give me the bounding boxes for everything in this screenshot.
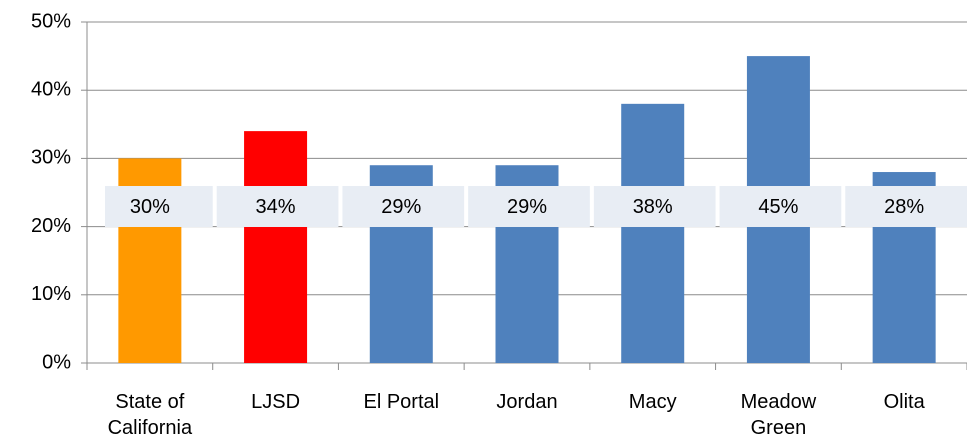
data-label-box <box>468 186 590 227</box>
data-label: 38% <box>633 196 673 218</box>
y-tick-label: 40% <box>31 78 71 100</box>
data-label: 29% <box>507 196 547 218</box>
x-tick-label: Macy <box>628 391 677 413</box>
data-label-box <box>216 186 339 227</box>
data-label-box <box>845 186 967 227</box>
data-label-box <box>105 186 213 227</box>
bar <box>244 131 308 363</box>
data-label: 30% <box>130 196 170 218</box>
y-tick-label: 10% <box>31 283 71 305</box>
data-label: 34% <box>256 196 296 218</box>
x-tick-label: Olita <box>883 391 925 413</box>
data-label: 45% <box>758 196 798 218</box>
x-tick-label: Meadow Green <box>740 391 817 439</box>
data-label-box <box>342 186 465 227</box>
data-label: 28% <box>884 196 924 218</box>
y-tick-label: 20% <box>31 215 71 237</box>
y-tick-label: 0% <box>42 351 71 373</box>
x-tick-label: El Portal <box>363 391 440 413</box>
bar <box>621 103 685 363</box>
y-tick-label: 50% <box>31 10 71 32</box>
y-tick-label: 30% <box>31 147 71 169</box>
data-label: 29% <box>381 196 421 218</box>
x-tick-label: State of California <box>107 391 193 439</box>
data-label-box <box>719 186 842 227</box>
data-label-box <box>593 186 716 227</box>
x-tick-label: LJSD <box>251 391 301 413</box>
x-tick-label: Jordan <box>496 391 558 413</box>
